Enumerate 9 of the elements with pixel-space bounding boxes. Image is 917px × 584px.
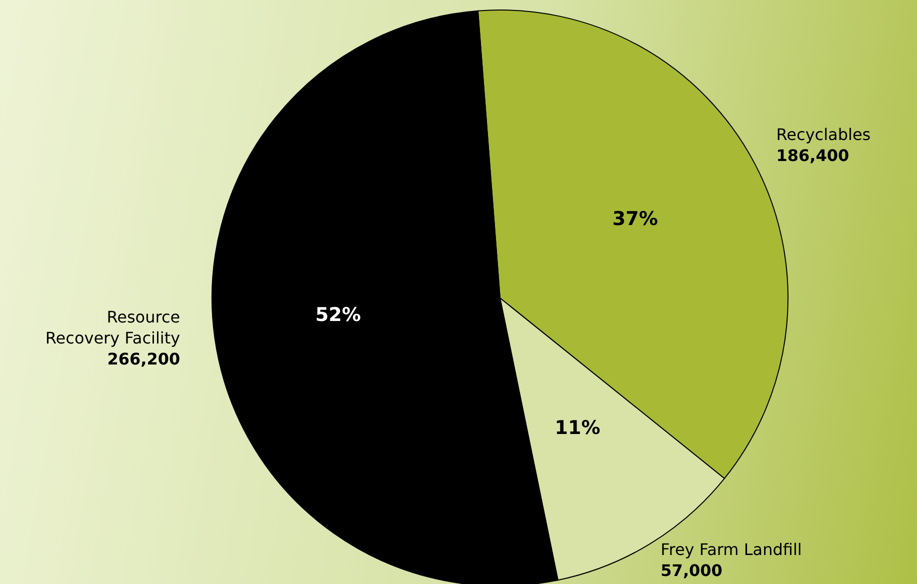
data-label: 37% [612,208,658,230]
text: 186,400 [776,146,850,166]
data-label: 11% [554,417,600,440]
slice-label: Resource Recovery Facility [45,307,180,348]
text: 266,200 [107,349,180,368]
data-label: 52% [315,304,361,326]
slice-label: Recyclables [776,125,871,144]
slice-label: Frey Farm Landfill [660,540,802,559]
text: 57,000 [660,561,722,580]
